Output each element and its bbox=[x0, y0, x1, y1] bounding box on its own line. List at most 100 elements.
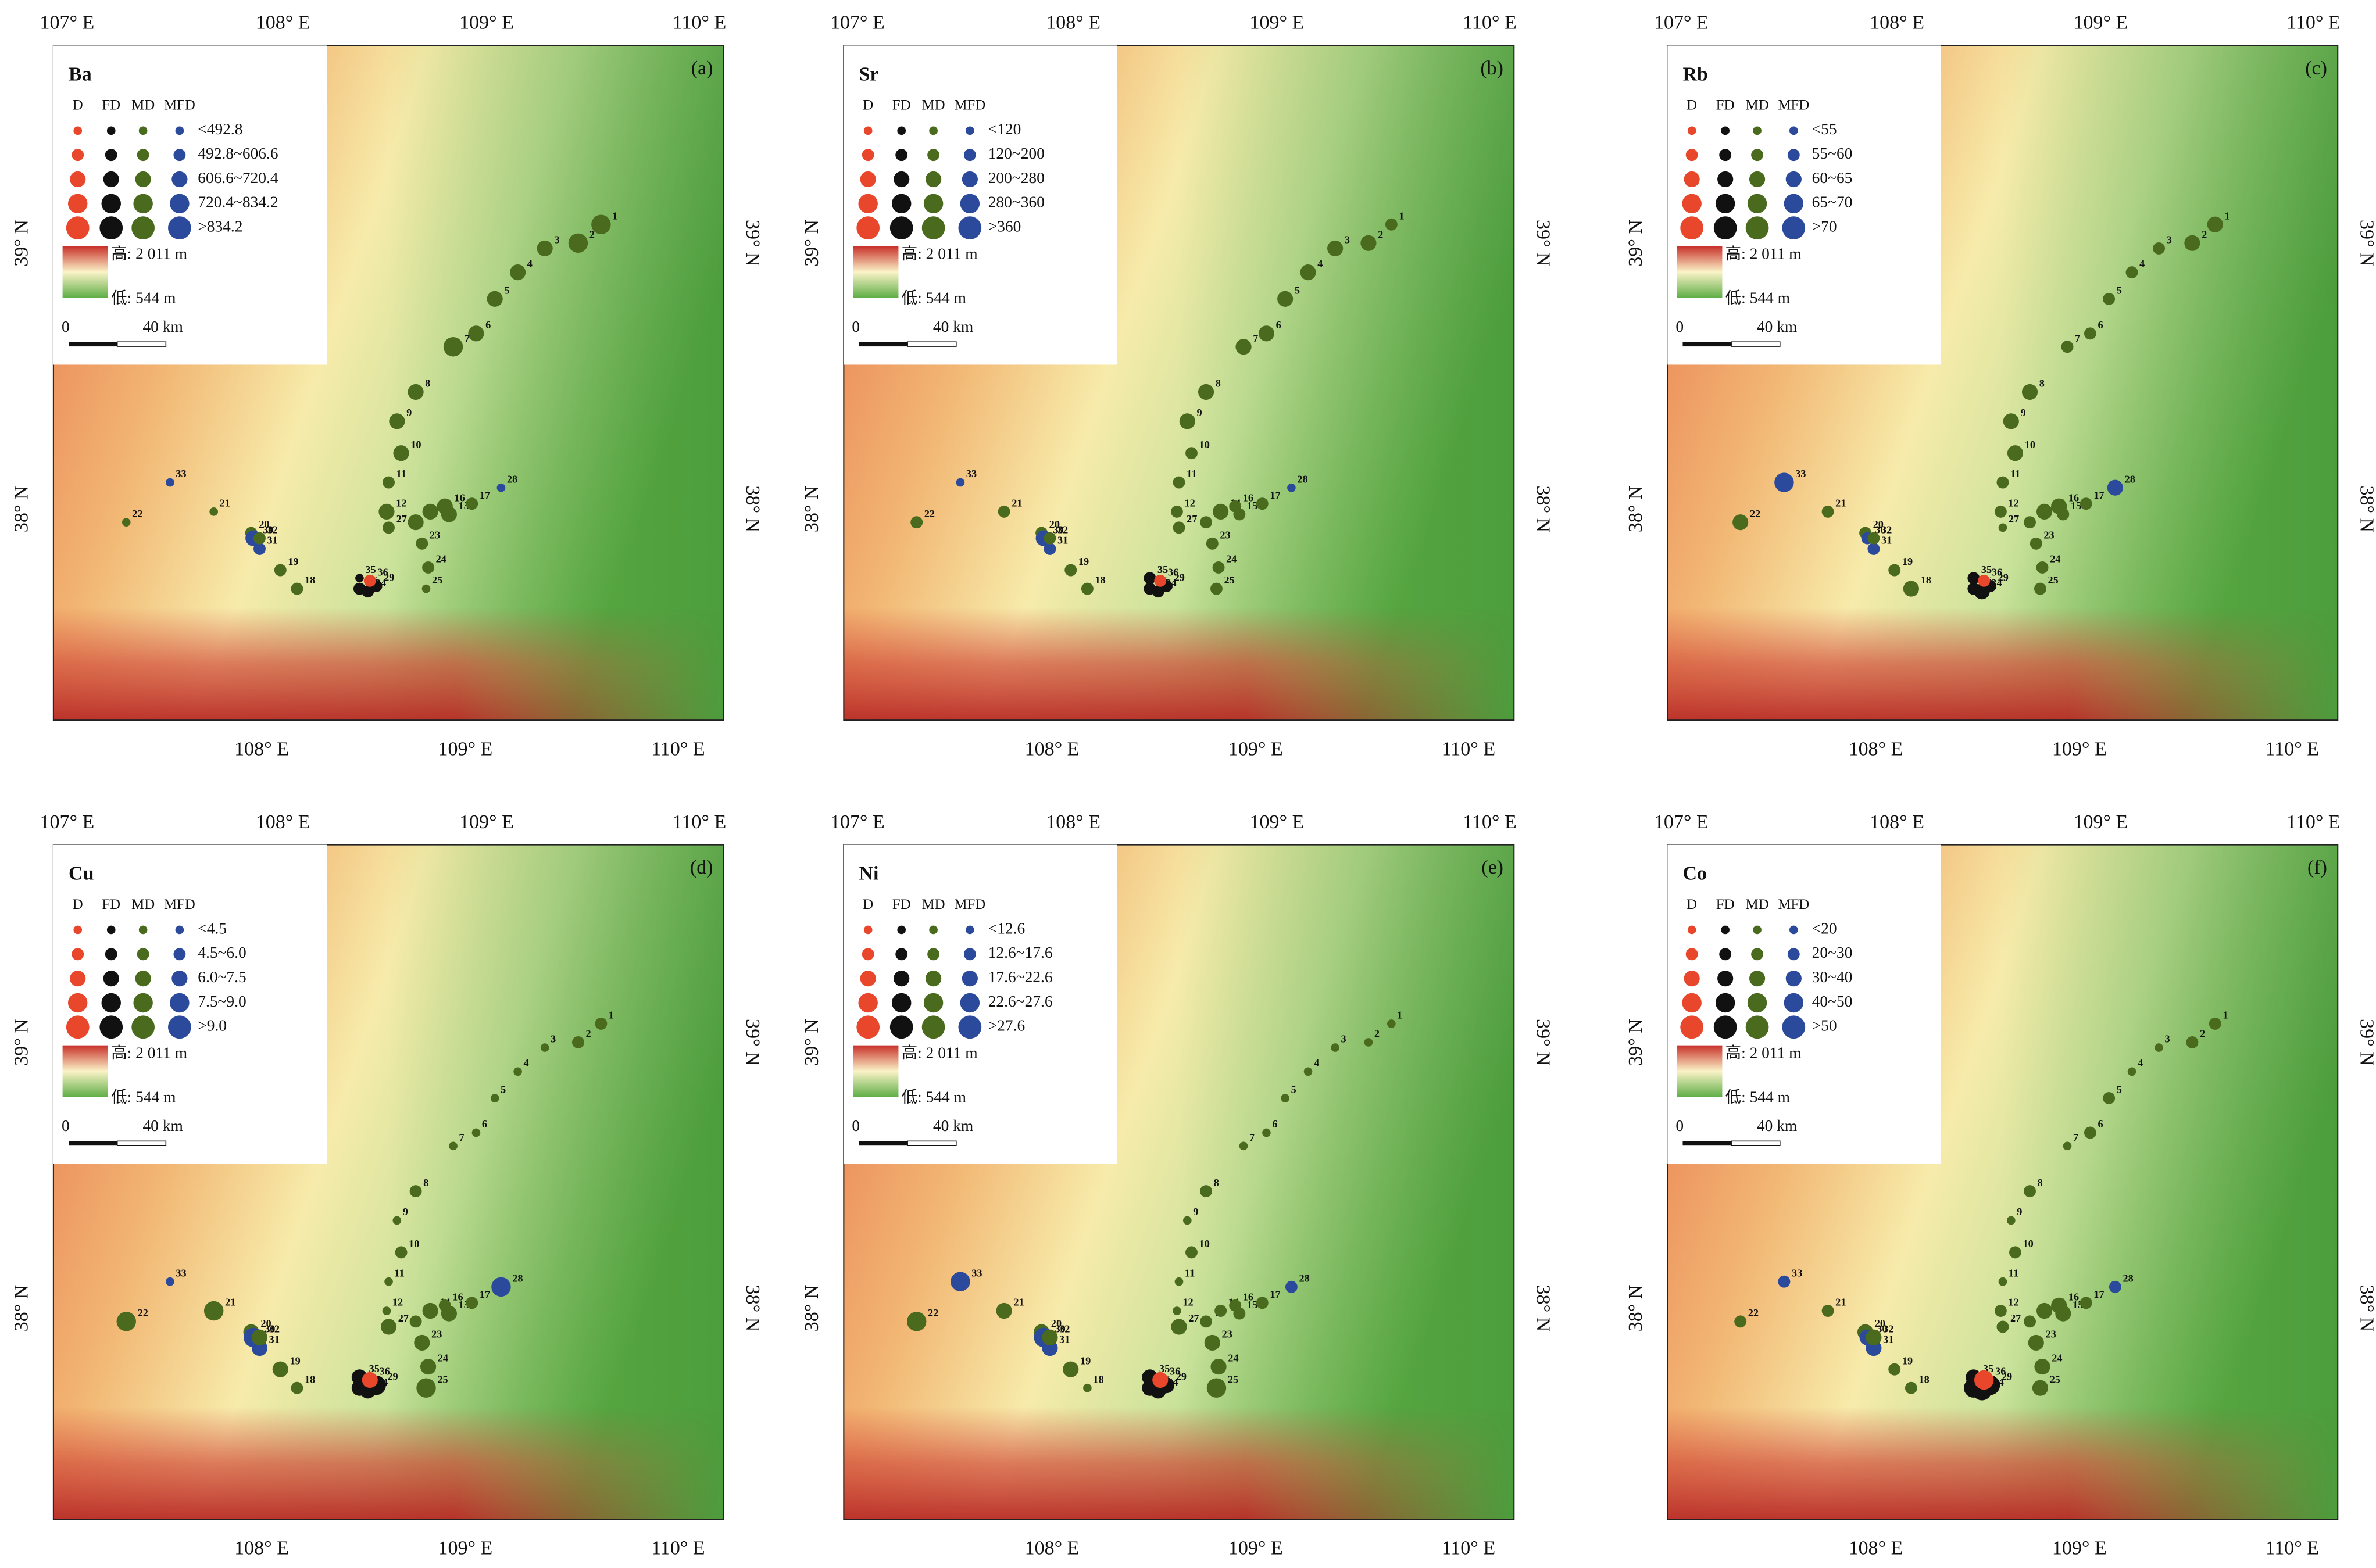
left-lat-label: 39° N bbox=[801, 1019, 823, 1066]
site-label: 27 bbox=[1188, 1312, 1199, 1324]
legend-symbol bbox=[106, 925, 116, 935]
sample-site bbox=[1200, 516, 1213, 529]
site-label: 11 bbox=[1187, 468, 1196, 479]
left-lat-label: 39° N bbox=[1625, 220, 1646, 267]
sample-site bbox=[414, 1334, 430, 1351]
site-label: 29 bbox=[1998, 572, 2009, 583]
legend-symbol bbox=[105, 149, 117, 162]
sample-site bbox=[1044, 532, 1056, 545]
sample-site bbox=[2006, 1216, 2016, 1225]
site-label: 17 bbox=[480, 489, 490, 501]
site-label: 27 bbox=[396, 513, 407, 525]
elevation-swatch bbox=[1677, 1045, 1723, 1097]
site-label: 8 bbox=[2038, 1177, 2043, 1188]
site-label: 19 bbox=[1902, 1355, 1913, 1366]
legend-type: MFD bbox=[1778, 98, 1809, 113]
sample-site bbox=[1974, 1370, 1994, 1390]
sample-site bbox=[2153, 242, 2166, 255]
site-label: 4 bbox=[1317, 258, 1323, 270]
scale-zero: 0 bbox=[62, 318, 70, 335]
site-label: 17 bbox=[1270, 489, 1280, 501]
legend-symbol bbox=[929, 126, 938, 135]
legend-symbol bbox=[962, 971, 978, 987]
site-label: 1 bbox=[2223, 1009, 2228, 1021]
sample-site bbox=[2186, 1036, 2199, 1048]
right-lat-label: 38° N bbox=[2356, 486, 2376, 533]
sample-site bbox=[416, 1378, 436, 1398]
panel-tag: (b) bbox=[1480, 58, 1503, 79]
site-label: 33 bbox=[1792, 1267, 1802, 1279]
legend-symbol bbox=[1713, 1015, 1737, 1039]
site-label: 21 bbox=[1835, 497, 1846, 509]
legend-symbol bbox=[168, 216, 191, 240]
right-lat-label: 38° N bbox=[1532, 486, 1554, 533]
bottom-lon-label: 109° E bbox=[438, 1537, 492, 1559]
sample-site bbox=[466, 1297, 478, 1309]
scale-bar-white bbox=[116, 1140, 167, 1146]
site-label: 30 bbox=[1875, 524, 1885, 535]
left-lat-label: 38° N bbox=[1625, 486, 1646, 533]
site-label: 8 bbox=[2039, 378, 2045, 389]
site-label: 35 bbox=[1159, 1363, 1170, 1374]
legend-class: 30~40 bbox=[1812, 968, 1853, 986]
site-label: 15 bbox=[1247, 1299, 1257, 1311]
legend-class: <20 bbox=[1812, 919, 1837, 937]
sample-site bbox=[1154, 574, 1167, 587]
sample-site bbox=[2103, 292, 2116, 305]
site-label: 30 bbox=[1055, 1323, 1066, 1334]
left-lat-label: 39° N bbox=[10, 220, 32, 267]
sample-site bbox=[1385, 218, 1398, 231]
site-label: 25 bbox=[437, 1373, 448, 1385]
legend-symbol bbox=[70, 971, 86, 987]
legend-symbol bbox=[858, 993, 878, 1013]
legend-symbol bbox=[863, 126, 873, 135]
legend-symbol bbox=[67, 194, 88, 214]
sample-site bbox=[1042, 1329, 1058, 1345]
sample-site bbox=[1974, 583, 1990, 600]
legend-symbol bbox=[1789, 925, 1798, 935]
legend-symbol bbox=[101, 194, 121, 214]
terrain-south bbox=[844, 1406, 1514, 1520]
legend-type: MFD bbox=[954, 98, 985, 113]
sample-site bbox=[513, 1067, 522, 1076]
legend-symbol bbox=[897, 925, 906, 935]
site-label: 1 bbox=[612, 210, 617, 221]
sample-site bbox=[253, 532, 266, 545]
legend-symbol bbox=[1684, 971, 1700, 987]
legend-symbol bbox=[106, 126, 116, 135]
site-label: 5 bbox=[1295, 285, 1300, 296]
top-lon-label: 107° E bbox=[40, 12, 95, 34]
sample-site bbox=[438, 1299, 451, 1312]
top-lon-label: 108° E bbox=[1870, 811, 1924, 833]
legend-symbol bbox=[923, 993, 944, 1013]
sample-site bbox=[1229, 500, 1242, 513]
top-lon-label: 110° E bbox=[1463, 12, 1517, 34]
sample-site bbox=[1262, 1128, 1271, 1137]
site-label: 20 bbox=[259, 518, 269, 530]
legend-box bbox=[1667, 45, 1941, 365]
site-label: 18 bbox=[1918, 1373, 1929, 1385]
top-lon-label: 108° E bbox=[1870, 12, 1924, 34]
legend-symbol bbox=[131, 216, 155, 240]
top-lon-label: 110° E bbox=[673, 12, 727, 34]
legend-symbol bbox=[927, 948, 940, 961]
elevation-high: 高: 2 011 m bbox=[111, 245, 187, 263]
legend-class: >360 bbox=[988, 217, 1021, 235]
site-label: 1 bbox=[1397, 1009, 1402, 1021]
site-label: 7 bbox=[1253, 332, 1258, 344]
site-label: 8 bbox=[425, 378, 430, 389]
legend-symbol bbox=[860, 171, 876, 188]
legend-symbol bbox=[897, 126, 906, 135]
site-label: 32 bbox=[267, 524, 278, 535]
site-label: 3 bbox=[554, 234, 559, 246]
legend-type: D bbox=[863, 98, 873, 113]
sample-site bbox=[2080, 497, 2092, 510]
legend-symbol bbox=[103, 971, 119, 987]
legend-symbol bbox=[1715, 194, 1735, 214]
sample-site bbox=[2063, 1141, 2072, 1151]
sample-site bbox=[422, 503, 438, 520]
site-label: 4 bbox=[524, 1057, 529, 1069]
site-label: 5 bbox=[2117, 285, 2122, 296]
sample-site bbox=[1171, 1319, 1187, 1335]
sample-site bbox=[1821, 505, 1834, 518]
